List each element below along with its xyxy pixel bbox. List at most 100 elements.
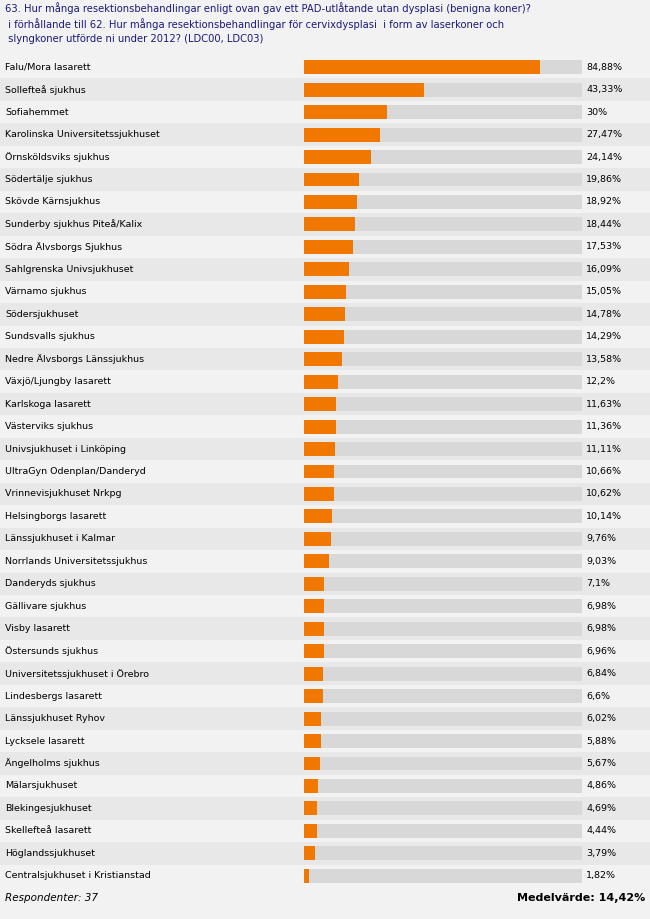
Bar: [304, 756, 320, 770]
Bar: [0, 753, 650, 775]
Text: Höglandssjukhuset: Höglandssjukhuset: [5, 849, 95, 857]
Text: 84,88%: 84,88%: [586, 62, 622, 72]
Text: Sunderby sjukhus Piteå/Kalix: Sunderby sjukhus Piteå/Kalix: [5, 220, 142, 230]
Text: Södra Älvsborgs Sjukhus: Södra Älvsborgs Sjukhus: [5, 242, 122, 252]
Bar: [304, 622, 324, 636]
Bar: [304, 285, 582, 299]
Text: 11,36%: 11,36%: [586, 422, 623, 431]
Bar: [0, 168, 650, 191]
Bar: [304, 577, 582, 591]
Text: Danderyds sjukhus: Danderyds sjukhus: [5, 579, 96, 588]
Bar: [0, 303, 650, 325]
Bar: [304, 779, 582, 793]
Text: Skellefteå lasarett: Skellefteå lasarett: [5, 826, 92, 835]
Text: Mälarsjukhuset: Mälarsjukhuset: [5, 781, 77, 790]
Text: 11,11%: 11,11%: [586, 445, 622, 454]
Text: Länssjukhuset Ryhov: Länssjukhuset Ryhov: [5, 714, 105, 723]
Bar: [0, 235, 650, 258]
Bar: [0, 685, 650, 708]
Bar: [0, 573, 650, 595]
Bar: [304, 83, 582, 96]
Bar: [0, 550, 650, 573]
Text: 16,09%: 16,09%: [586, 265, 622, 274]
Text: 18,44%: 18,44%: [586, 220, 622, 229]
Bar: [304, 824, 582, 838]
Text: Ängelholms sjukhus: Ängelholms sjukhus: [5, 758, 100, 768]
Bar: [304, 509, 582, 524]
Bar: [304, 307, 345, 322]
Text: 11,63%: 11,63%: [586, 400, 623, 409]
Bar: [0, 730, 650, 753]
Text: Falu/Mora lasarett: Falu/Mora lasarett: [5, 62, 91, 72]
Bar: [304, 868, 582, 883]
Bar: [304, 330, 344, 344]
Bar: [304, 352, 342, 366]
Bar: [0, 258, 650, 280]
Bar: [304, 263, 349, 277]
Bar: [0, 123, 650, 146]
Text: 9,76%: 9,76%: [586, 534, 616, 543]
Bar: [304, 801, 582, 815]
Bar: [304, 83, 424, 96]
Bar: [304, 756, 582, 770]
Text: 6,96%: 6,96%: [586, 647, 616, 655]
Text: Värnamo sjukhus: Värnamo sjukhus: [5, 288, 86, 296]
Text: 43,33%: 43,33%: [586, 85, 623, 94]
Bar: [0, 708, 650, 730]
Bar: [304, 285, 346, 299]
Bar: [304, 846, 582, 860]
Bar: [0, 437, 650, 460]
Bar: [304, 689, 582, 703]
Text: UltraGyn Odenplan/Danderyd: UltraGyn Odenplan/Danderyd: [5, 467, 146, 476]
Text: 6,84%: 6,84%: [586, 669, 616, 678]
Text: 18,92%: 18,92%: [586, 198, 622, 207]
Text: 15,05%: 15,05%: [586, 288, 622, 296]
Bar: [0, 775, 650, 797]
Bar: [304, 173, 582, 187]
Text: Östersunds sjukhus: Östersunds sjukhus: [5, 646, 98, 656]
Bar: [0, 482, 650, 505]
Text: Länssjukhuset i Kalmar: Länssjukhuset i Kalmar: [5, 534, 115, 543]
Bar: [0, 393, 650, 415]
Text: 5,67%: 5,67%: [586, 759, 616, 768]
Text: Södersjukhuset: Södersjukhuset: [5, 310, 79, 319]
Bar: [304, 105, 387, 119]
Bar: [304, 61, 540, 74]
Bar: [304, 801, 317, 815]
Text: Örnsköldsviks sjukhus: Örnsköldsviks sjukhus: [5, 153, 110, 162]
Text: 1,82%: 1,82%: [586, 871, 616, 880]
Text: 9,03%: 9,03%: [586, 557, 616, 566]
Bar: [0, 528, 650, 550]
Bar: [304, 599, 582, 613]
Text: 7,1%: 7,1%: [586, 579, 610, 588]
Bar: [304, 128, 582, 142]
Bar: [304, 173, 359, 187]
Bar: [304, 689, 322, 703]
Text: 14,29%: 14,29%: [586, 333, 622, 341]
Text: Nedre Älvsborgs Länssjukhus: Nedre Älvsborgs Länssjukhus: [5, 354, 144, 364]
Bar: [0, 280, 650, 303]
Bar: [304, 330, 582, 344]
Bar: [0, 663, 650, 685]
Bar: [304, 420, 582, 434]
Text: 27,47%: 27,47%: [586, 130, 622, 139]
Bar: [304, 622, 582, 636]
Bar: [0, 842, 650, 865]
Bar: [304, 644, 324, 658]
Bar: [304, 577, 324, 591]
Bar: [304, 846, 315, 860]
Bar: [304, 442, 582, 456]
Bar: [304, 195, 357, 209]
Bar: [0, 595, 650, 618]
Text: Universitetssjukhuset i Örebro: Universitetssjukhuset i Örebro: [5, 669, 150, 678]
Text: Lindesbergs lasarett: Lindesbergs lasarett: [5, 692, 102, 700]
Bar: [304, 554, 330, 568]
Bar: [304, 61, 582, 74]
Bar: [0, 618, 650, 640]
Text: 4,44%: 4,44%: [586, 826, 616, 835]
Text: 5,88%: 5,88%: [586, 736, 616, 745]
Bar: [0, 191, 650, 213]
Bar: [304, 442, 335, 456]
Bar: [0, 820, 650, 842]
Bar: [304, 509, 332, 524]
